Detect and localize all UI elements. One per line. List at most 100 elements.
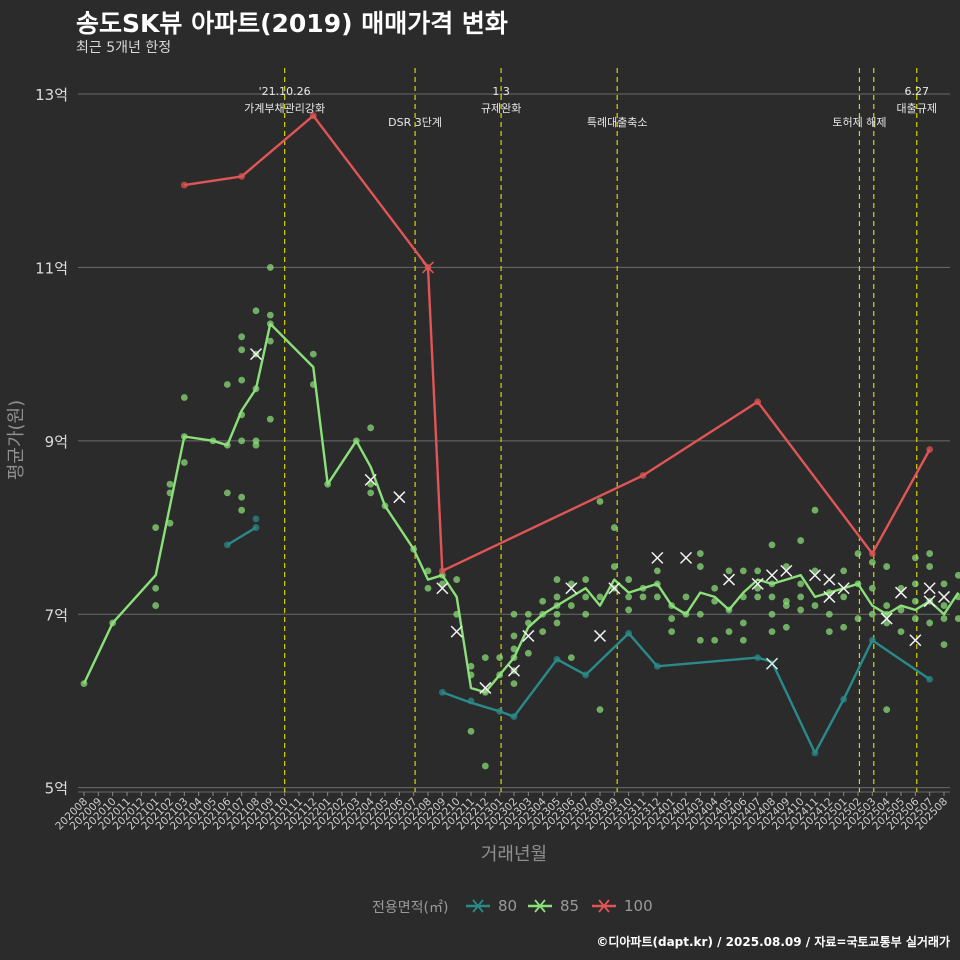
- series-85-point: [510, 632, 518, 640]
- series-85-cancelled-marker: [679, 551, 693, 564]
- series-85-point: [696, 636, 704, 644]
- series-100-cancelled-marker: [421, 261, 435, 274]
- series-85-point: [940, 580, 948, 588]
- event-label: DSR 3단계: [388, 116, 442, 129]
- series-85-point: [653, 593, 661, 601]
- series-85-point: [152, 584, 160, 592]
- series-85-point: [782, 602, 790, 609]
- series-85-cancelled-marker: [651, 551, 664, 564]
- series-85-point: [797, 593, 805, 601]
- series-85-point: [610, 563, 618, 570]
- series-85-point: [539, 597, 547, 605]
- series-85-point: [625, 593, 633, 601]
- series-85-point: [940, 615, 948, 622]
- series-85-point: [868, 584, 876, 592]
- legend-title: 전용면적(㎡): [372, 900, 449, 916]
- series-85-cancelled-marker: [937, 590, 951, 603]
- event-label: 대출규제: [897, 102, 937, 115]
- series-85-point: [897, 606, 905, 614]
- series-85-point: [940, 641, 948, 648]
- series-85-point: [768, 628, 776, 635]
- y-tick-label: 11억: [35, 259, 68, 277]
- x-axis-title: 거래년월: [481, 844, 547, 865]
- series-85-point: [768, 541, 776, 549]
- series-85-point: [367, 424, 375, 432]
- series-85-point: [252, 437, 260, 445]
- series-85-point: [467, 727, 475, 735]
- series-85-point: [797, 537, 805, 544]
- legend-item-80: 80: [464, 893, 524, 919]
- series-85-cancelled-marker: [393, 491, 406, 504]
- series-85-point: [152, 602, 160, 609]
- series-85-point: [582, 576, 590, 583]
- event-label: 1.3: [492, 85, 510, 98]
- series-85-cancelled-marker: [593, 629, 607, 642]
- series-85-point: [768, 610, 776, 618]
- series-85-point: [496, 654, 504, 662]
- chart-subtitle: 최근 5개년 한정: [76, 40, 172, 56]
- series-85-point: [166, 480, 174, 488]
- series-85-point: [926, 563, 934, 570]
- series-85-point: [424, 584, 432, 592]
- series-85-point: [596, 593, 604, 601]
- series-85-point: [223, 489, 231, 497]
- series-85-point: [582, 593, 590, 601]
- series-85-point: [625, 606, 633, 614]
- series-85-point: [266, 264, 274, 271]
- series-85-point: [840, 593, 848, 601]
- series-85-cancelled-marker: [565, 582, 578, 595]
- event-label: 토허제 해제: [832, 115, 886, 129]
- series-85-point: [897, 628, 905, 635]
- series-85-point: [883, 602, 891, 609]
- series-85-point: [711, 584, 719, 592]
- series-85-cancelled-marker: [909, 634, 922, 647]
- series-85-cancelled-marker: [880, 612, 893, 625]
- series-85-point: [610, 524, 618, 531]
- series-85-point: [739, 567, 747, 575]
- series-85-point: [840, 567, 848, 575]
- legend-item-100: 100: [590, 893, 660, 919]
- series-85-point: [367, 489, 375, 497]
- series-85-cancelled-marker: [608, 582, 621, 595]
- series-85-cancelled-marker: [923, 595, 936, 608]
- series-85-point: [883, 563, 891, 570]
- series-85-point: [868, 610, 876, 618]
- series-85-point: [682, 593, 690, 601]
- series-85-point: [238, 506, 246, 514]
- series-85-point: [825, 628, 833, 635]
- series-85-point: [424, 567, 432, 575]
- source-caption: ©디아파트(dapt.kr) / 2025.08.09 / 자료=국토교통부 실…: [596, 935, 950, 949]
- series-85-point: [797, 580, 805, 588]
- series-85-point: [266, 337, 274, 345]
- series-85-point: [854, 550, 862, 557]
- series-85-point: [582, 610, 590, 618]
- series-85-point: [782, 623, 790, 631]
- series-85-point: [524, 610, 532, 618]
- series-85-point: [811, 506, 819, 514]
- series-85-cancelled-marker: [507, 664, 521, 677]
- event-label: 가계부채관리강화: [244, 102, 325, 115]
- chart-title: 송도SK뷰 아파트(2019) 매매가격 변화: [76, 9, 508, 38]
- series-85-point: [238, 333, 246, 341]
- series-85-point: [668, 615, 676, 622]
- legend-item-85: 85: [526, 893, 586, 919]
- series-85-point: [238, 376, 246, 384]
- series-85-point: [223, 381, 231, 388]
- series-85-point: [266, 311, 274, 319]
- series-85-cancelled-marker: [364, 473, 377, 486]
- series-85-point: [180, 394, 188, 401]
- series-85-point: [739, 619, 747, 627]
- series-85-point: [954, 615, 960, 622]
- series-85-cancelled-marker: [249, 348, 263, 361]
- series-85-point: [553, 619, 561, 627]
- series-85-cancelled-marker: [808, 569, 822, 582]
- series-85-cancelled-marker: [450, 625, 463, 638]
- series-85-point: [797, 606, 805, 614]
- series-85-point: [868, 558, 876, 566]
- series-80-cancelled-marker: [765, 657, 779, 670]
- y-axis-title: 평균가(원): [6, 400, 27, 480]
- series-85-point: [553, 576, 561, 583]
- y-tick-label: 7억: [45, 606, 68, 624]
- series-85-point: [180, 459, 188, 466]
